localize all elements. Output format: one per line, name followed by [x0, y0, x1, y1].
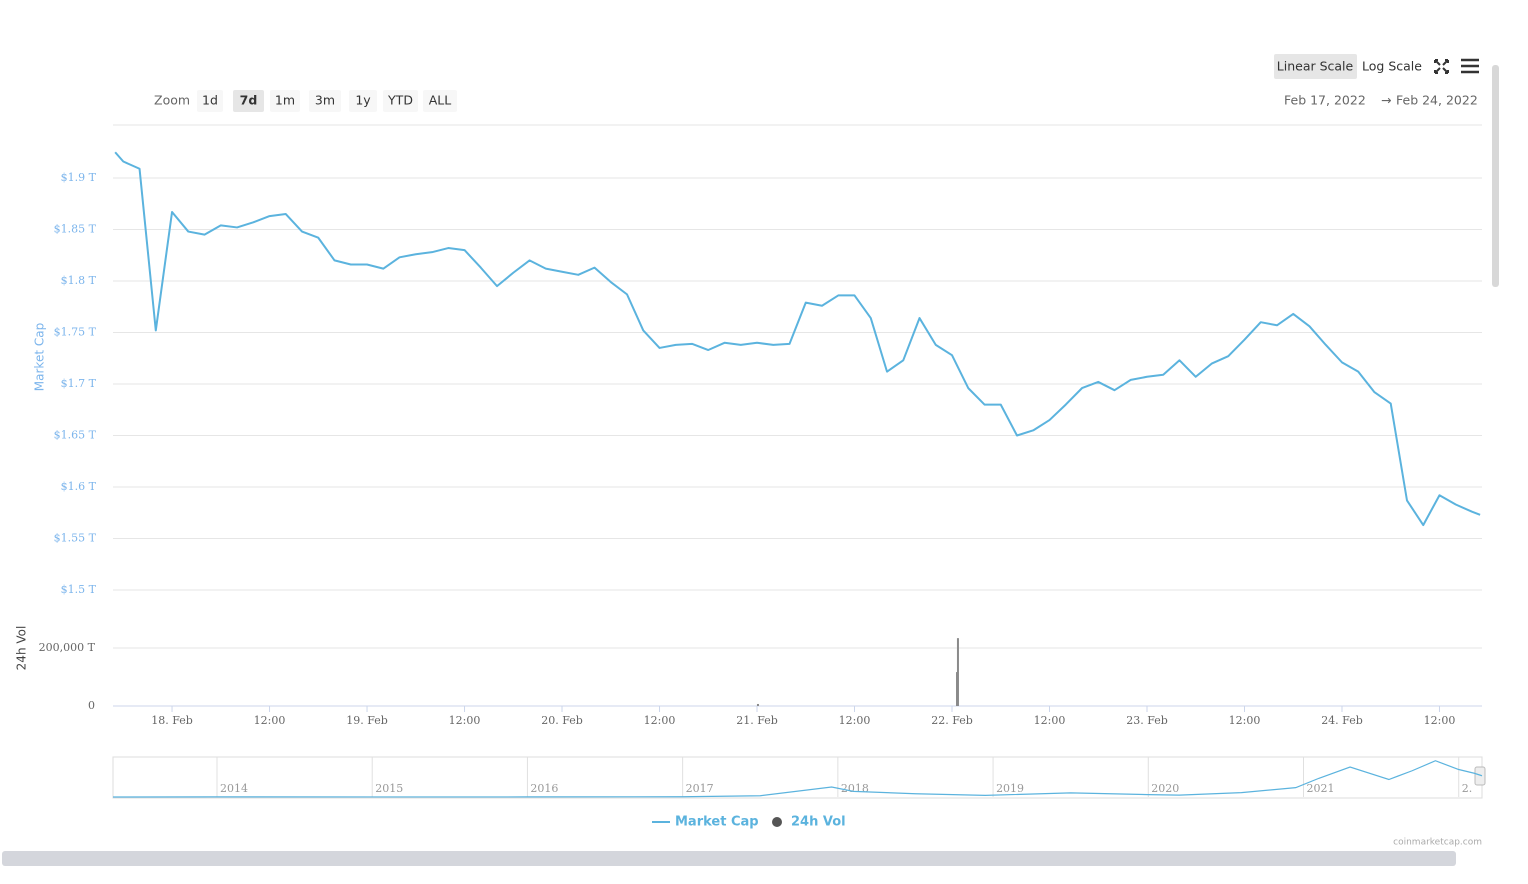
navigator-tick-label: 2018	[841, 782, 869, 795]
y-tick-label: $1.5 T	[61, 583, 97, 596]
x-tick-label: 24. Feb	[1321, 714, 1363, 727]
y2-axis-title: 24h Vol	[15, 626, 29, 671]
y2-tick-label: 0	[88, 699, 95, 712]
date-from[interactable]: Feb 17, 2022	[1284, 93, 1366, 108]
zoom-button[interactable]	[383, 90, 418, 112]
x-tick-label: 21. Feb	[736, 714, 778, 727]
legend-label[interactable]: Market Cap	[675, 815, 759, 830]
navigator-frame	[112, 756, 1483, 799]
y2-tick-label: 200,000 T	[39, 641, 96, 654]
x-tick-label: 12:00	[1424, 714, 1456, 727]
linear-scale-label[interactable]: Linear Scale	[1277, 59, 1354, 74]
volume-bar	[956, 638, 959, 706]
zoom-buttons: 1d 7d 1m 3m 1y YTD ALL	[197, 90, 457, 112]
navigator-tick-label: 2.	[1462, 782, 1473, 795]
zoom-button[interactable]	[349, 90, 377, 112]
fullscreen-icon[interactable]	[1434, 59, 1449, 74]
y-tick-label: $1.85 T	[54, 223, 97, 236]
date-to[interactable]: Feb 24, 2022	[1396, 93, 1478, 108]
x-tick-label: 12:00	[839, 714, 871, 727]
x-tick-label: 23. Feb	[1126, 714, 1168, 727]
x-tick-label: 18. Feb	[151, 714, 193, 727]
zoom-option[interactable]: 1y	[355, 93, 371, 108]
y-axis-title: Market Cap	[33, 323, 47, 391]
zoom-button[interactable]	[309, 90, 341, 112]
date-separator: →	[1381, 93, 1391, 108]
navigator-tick-label: 2021	[1307, 782, 1335, 795]
x-tick-label: 12:00	[254, 714, 286, 727]
navigator-tick-label: 2014	[220, 782, 248, 795]
x-tick-label: 12:00	[644, 714, 676, 727]
x-tick-label: 20. Feb	[541, 714, 583, 727]
x-tick-label: 12:00	[1229, 714, 1261, 727]
navigator-tick-label: 2016	[530, 782, 558, 795]
vertical-scrollbar[interactable]	[1492, 65, 1499, 287]
log-scale-label[interactable]: Log Scale	[1362, 59, 1422, 74]
linear-scale-button[interactable]	[1274, 54, 1357, 79]
y-tick-label: $1.65 T	[54, 429, 97, 442]
menu-icon[interactable]	[1461, 58, 1479, 74]
navigator-tick-label: 2017	[686, 782, 714, 795]
navigator-tick-label: 2019	[996, 782, 1024, 795]
zoom-option[interactable]: 1d	[202, 93, 218, 108]
y-tick-label: $1.9 T	[61, 171, 97, 184]
zoom-button[interactable]	[270, 90, 300, 112]
zoom-option[interactable]: YTD	[387, 93, 413, 108]
x-tick-label: 12:00	[1034, 714, 1066, 727]
zoom-button[interactable]	[197, 90, 223, 112]
y-tick-label: $1.8 T	[61, 274, 97, 287]
x-tick-label: 22. Feb	[931, 714, 973, 727]
navigator-handle[interactable]	[1474, 766, 1486, 786]
x-tick-label: 19. Feb	[346, 714, 388, 727]
navigator-line	[112, 760, 1483, 798]
y-tick-label: $1.55 T	[54, 532, 97, 545]
zoom-option[interactable]: 7d	[240, 93, 258, 108]
navigator-tick-label: 2020	[1151, 782, 1179, 795]
zoom-label: Zoom	[154, 93, 190, 108]
horizontal-scrollbar[interactable]	[2, 851, 1456, 866]
zoom-button[interactable]	[233, 90, 264, 112]
market-cap-line	[114, 151, 1481, 527]
y-tick-label: $1.7 T	[61, 377, 97, 390]
legend-label[interactable]: 24h Vol	[791, 815, 846, 830]
x-tick-label: 12:00	[449, 714, 481, 727]
volume-bar	[756, 703, 759, 706]
y-tick-label: $1.75 T	[54, 326, 97, 339]
watermark: coinmarketcap.com	[1393, 838, 1482, 848]
legend-swatch[interactable]	[772, 817, 782, 827]
zoom-option[interactable]: 3m	[315, 93, 335, 108]
y-tick-label: $1.6 T	[61, 480, 97, 493]
zoom-button[interactable]	[423, 90, 457, 112]
navigator-tick-label: 2015	[375, 782, 403, 795]
zoom-option[interactable]: 1m	[275, 93, 295, 108]
zoom-option[interactable]: ALL	[429, 93, 452, 108]
